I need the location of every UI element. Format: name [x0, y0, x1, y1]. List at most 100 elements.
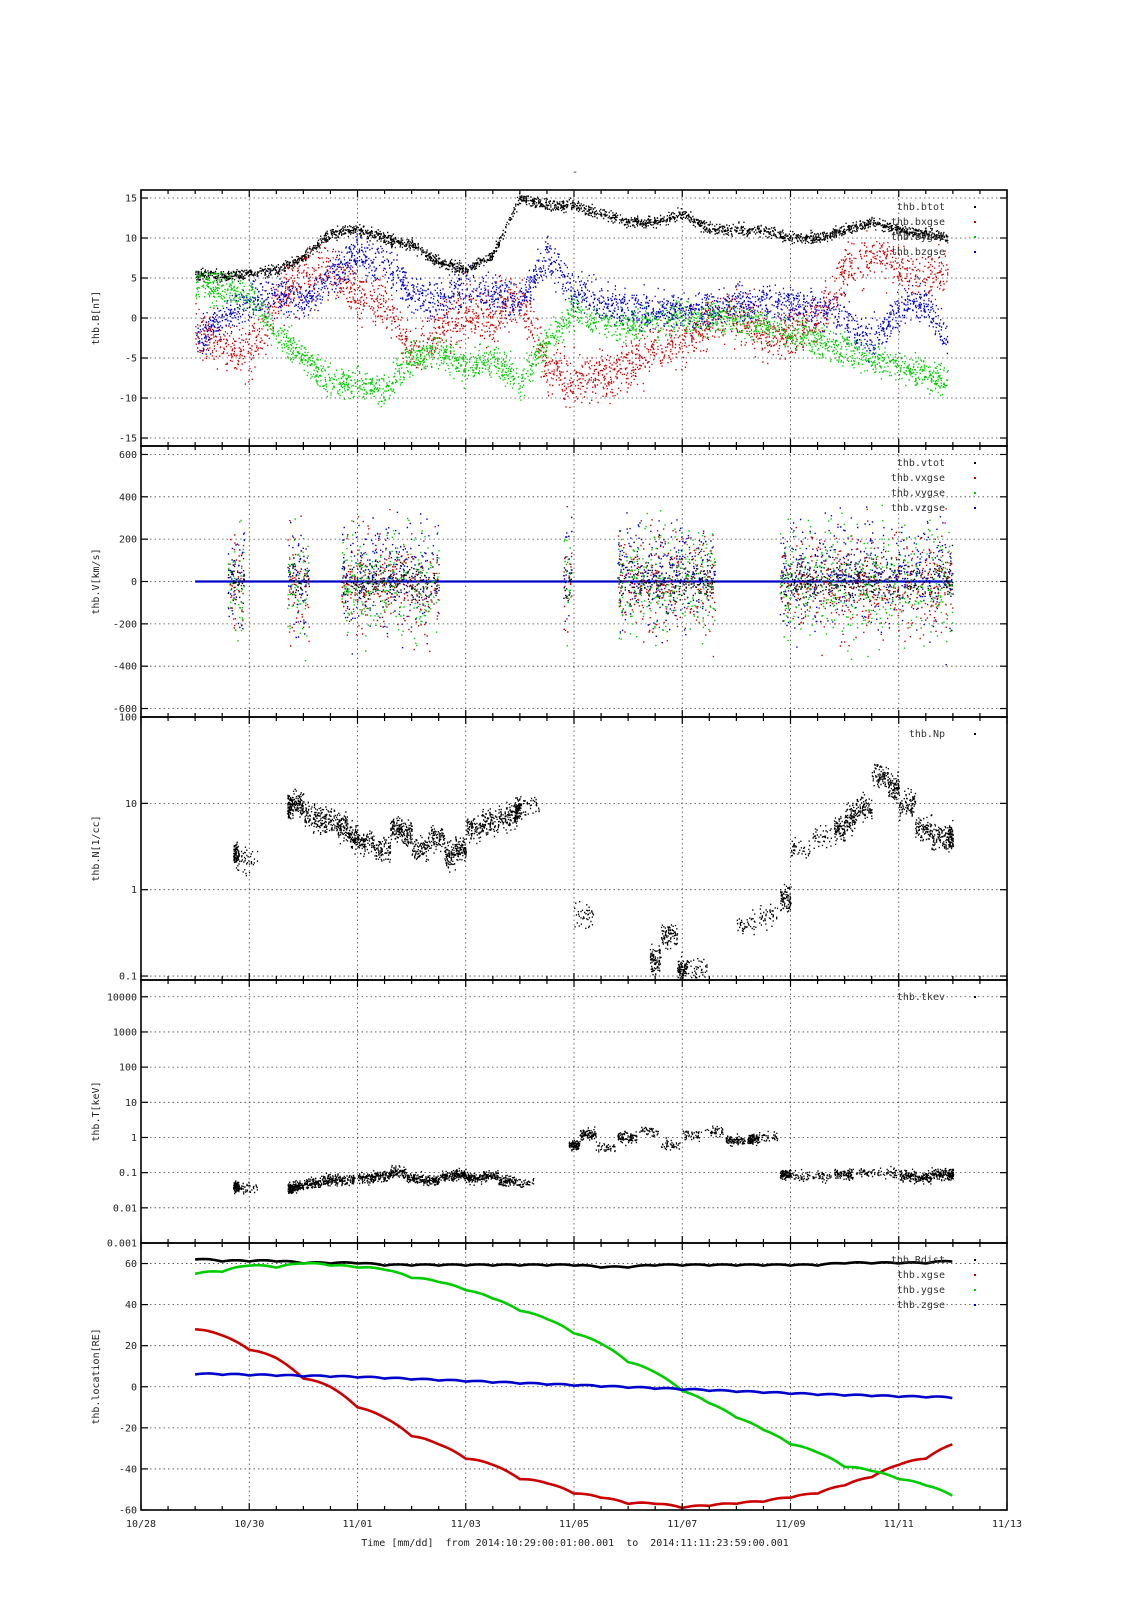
y-tick-label: 15 — [125, 194, 137, 205]
x-axis-from-label: from — [446, 1538, 470, 1549]
y-tick-label: -60 — [119, 1506, 137, 1517]
y-tick-label: 20 — [125, 1341, 137, 1352]
y-tick-label: 100 — [119, 713, 137, 724]
legend-marker — [974, 477, 976, 479]
y-tick-label: -10 — [119, 394, 137, 405]
y-tick-label: 0 — [131, 577, 137, 588]
y-tick-label: 0.01 — [113, 1203, 137, 1214]
y-tick-label: 1 — [131, 885, 137, 896]
panel-1: -15 -10 -5 0 5 10 15 thb.B[nT] thb.btot thb.bxgse… — [91, 189, 1008, 447]
y-tick-label: -600 — [113, 704, 137, 715]
figure-title: - — [572, 167, 578, 178]
x-axis: 10/28 10/30 11/01 11/03 11/05 11/07 11/09 11/11… — [126, 1519, 1022, 1530]
y-tick-label: -200 — [113, 619, 137, 630]
legend-marker — [974, 206, 976, 208]
y-tick-label: 0.1 — [119, 1168, 137, 1179]
series-points-thb-bxgse — [195, 230, 949, 409]
series-line-thb-xgse — [194, 1328, 953, 1510]
y-tick-label: 600 — [119, 450, 137, 461]
x-axis-caption: Time [mm/dd] from 2014:10:29:00:01:00.00… — [361, 1538, 789, 1549]
y-tick-label: 10 — [125, 1098, 137, 1109]
panel-5: -60 -40 -20 0 20 40 60 thb.location[RE] thb.Rdis… — [91, 1242, 1008, 1517]
legend-marker — [974, 221, 976, 223]
x-tick-label: 10/28 — [126, 1519, 156, 1530]
y-tick-label: 0 — [131, 314, 137, 325]
y-tick-label: 10 — [125, 799, 137, 810]
legend-label: thb.bygse — [891, 232, 945, 243]
series-points-thb-Np — [233, 763, 955, 980]
legend-label: thb.ygse — [897, 1285, 945, 1296]
series-points-thb-bygse — [195, 271, 949, 408]
y-tick-label: -20 — [119, 1423, 137, 1434]
x-axis-to: 2014:11:11:23:59:00.001 — [650, 1538, 788, 1549]
legend-label: thb.vxgse — [891, 473, 945, 484]
y-tick-label: 400 — [119, 492, 137, 503]
legend-label: thb.tkev — [897, 992, 945, 1003]
y-axis-label: thb.N[1/cc] — [91, 815, 102, 881]
series-points-thb-bzgse — [196, 233, 949, 363]
panels: -15-10-5051015thb.B[nT]thb.btotthb.bxgse… — [91, 189, 1008, 1517]
panel-3: 0.1 1 10 100 thb.N[1/cc] thb.Np — [91, 713, 1008, 983]
legend-label: thb.Np — [909, 729, 945, 740]
series-line-thb-Rdist — [195, 1257, 953, 1269]
legend-label: thb.zgse — [897, 1300, 945, 1311]
legend-marker — [974, 1274, 976, 1276]
x-tick-label: 11/03 — [451, 1519, 481, 1530]
y-tick-label: 0.1 — [119, 972, 137, 983]
y-tick-label: 10000 — [107, 992, 137, 1003]
x-axis-to-label: to — [626, 1538, 638, 1549]
y-axis-label: thb.location[RE] — [91, 1328, 102, 1424]
x-axis-from: 2014:10:29:00:01:00.001 — [476, 1538, 614, 1549]
panel-3-data — [233, 763, 955, 980]
y-axis-label: thb.V[km/s] — [91, 548, 102, 614]
legend-marker — [974, 507, 976, 509]
series-points-thb-vxgse — [229, 506, 954, 658]
legend-label: thb.bxgse — [891, 217, 945, 228]
y-tick-label: 40 — [125, 1300, 137, 1311]
series-line-thb-zgse — [194, 1372, 953, 1400]
x-tick-label: 11/13 — [992, 1519, 1022, 1530]
y-axis-label: thb.T[keV] — [91, 1081, 102, 1141]
series-points-thb-btot — [195, 193, 949, 283]
legend-label: thb.vygse — [891, 488, 945, 499]
y-tick-label: -40 — [119, 1464, 137, 1475]
y-tick-label: 0.001 — [107, 1239, 137, 1250]
y-tick-label: 1000 — [113, 1027, 137, 1038]
x-tick-label: 11/05 — [559, 1519, 589, 1530]
panel-4-data — [233, 1125, 955, 1195]
series-points-thb-tkev — [233, 1125, 955, 1195]
legend-marker — [974, 236, 976, 238]
x-axis-label: Time [mm/dd] — [361, 1538, 433, 1549]
panel-2-data — [195, 504, 954, 666]
legend-marker — [974, 1304, 976, 1306]
legend-label: thb.bzgse — [891, 247, 945, 258]
y-axis-label: thb.B[nT] — [91, 291, 102, 345]
x-tick-label: 11/07 — [667, 1519, 697, 1530]
y-tick-label: -15 — [119, 434, 137, 445]
legend-label: thb.btot — [897, 202, 945, 213]
y-tick-label: 1 — [131, 1133, 137, 1144]
y-tick-label: 200 — [119, 535, 137, 546]
x-tick-label: 11/09 — [775, 1519, 805, 1530]
legend-label: thb.xgse — [897, 1270, 945, 1281]
y-tick-label: -400 — [113, 662, 137, 673]
panel-5-data — [194, 1257, 953, 1510]
legend-marker — [974, 462, 976, 464]
y-tick-label: 0 — [131, 1382, 137, 1393]
legend-marker — [974, 733, 976, 735]
legend-marker — [974, 251, 976, 253]
y-tick-label: 100 — [119, 1063, 137, 1074]
legend-marker — [974, 1289, 976, 1291]
series-points-thb-vzgse — [227, 506, 954, 666]
legend-marker — [974, 1259, 976, 1261]
legend-marker — [974, 492, 976, 494]
legend-marker — [974, 996, 976, 998]
y-tick-label: -5 — [125, 354, 137, 365]
x-tick-label: 11/11 — [884, 1519, 914, 1530]
legend-label: thb.vzgse — [891, 503, 945, 514]
x-tick-label: 11/01 — [342, 1519, 372, 1530]
y-tick-label: 60 — [125, 1259, 137, 1270]
x-tick-label: 10/30 — [234, 1519, 264, 1530]
series-line-thb-ygse — [194, 1261, 953, 1497]
